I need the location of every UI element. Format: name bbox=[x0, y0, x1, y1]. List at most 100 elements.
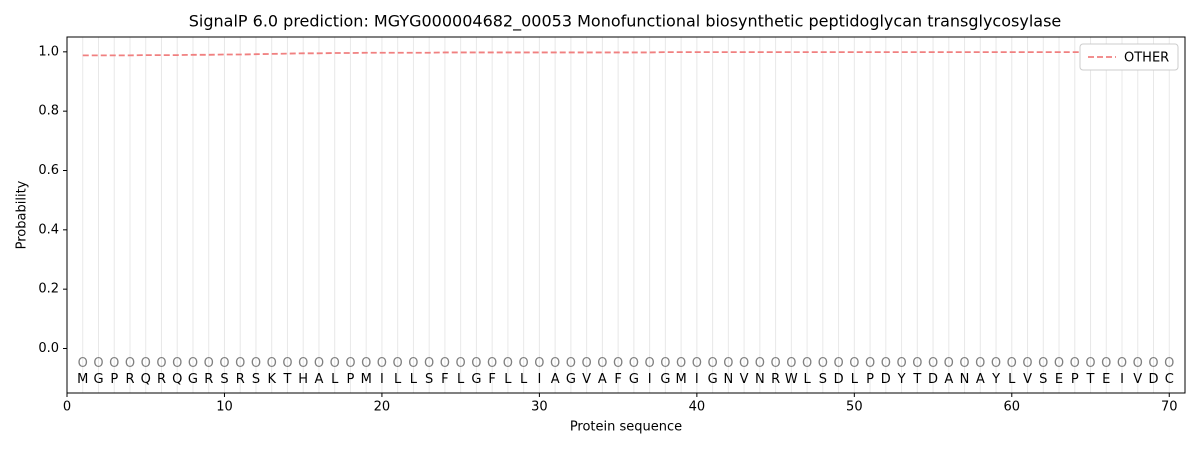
prediction-label: O bbox=[1085, 356, 1095, 371]
residue-label: I bbox=[537, 372, 541, 387]
residue-label: V bbox=[1133, 372, 1142, 387]
residue-label: G bbox=[660, 372, 670, 387]
prediction-label: O bbox=[723, 356, 733, 371]
prediction-label: O bbox=[330, 356, 340, 371]
residue-label: A bbox=[314, 372, 323, 387]
residue-label: N bbox=[755, 372, 765, 387]
prediction-label: O bbox=[692, 356, 702, 371]
residue-label: L bbox=[504, 372, 512, 387]
prediction-label: O bbox=[975, 356, 985, 371]
residue-label: L bbox=[410, 372, 418, 387]
prediction-label: O bbox=[534, 356, 544, 371]
prediction-label: O bbox=[1101, 356, 1111, 371]
residue-label: I bbox=[1120, 372, 1124, 387]
residue-label: G bbox=[93, 372, 103, 387]
residue-label: L bbox=[457, 372, 465, 387]
prediction-label: O bbox=[156, 356, 166, 371]
prediction-label: O bbox=[660, 356, 670, 371]
residue-label: I bbox=[648, 372, 652, 387]
y-tick-label: 0.2 bbox=[38, 282, 59, 297]
y-tick-label: 0.0 bbox=[38, 341, 59, 356]
prediction-label: O bbox=[345, 356, 355, 371]
prediction-label: O bbox=[707, 356, 717, 371]
prediction-label: O bbox=[912, 356, 922, 371]
prediction-label: O bbox=[786, 356, 796, 371]
prediction-label: O bbox=[739, 356, 749, 371]
residue-label: M bbox=[77, 372, 88, 387]
prediction-label: O bbox=[251, 356, 261, 371]
prediction-label: O bbox=[1007, 356, 1017, 371]
chart-title: SignalP 6.0 prediction: MGYG000004682_00… bbox=[189, 12, 1062, 32]
x-tick-label: 40 bbox=[689, 400, 706, 415]
residue-label: Q bbox=[141, 372, 151, 387]
x-tick-label: 60 bbox=[1004, 400, 1021, 415]
residue-label: M bbox=[361, 372, 372, 387]
residue-label: V bbox=[740, 372, 749, 387]
residue-label: A bbox=[976, 372, 985, 387]
residue-label: S bbox=[252, 372, 260, 387]
prediction-label: O bbox=[896, 356, 906, 371]
residue-label: S bbox=[819, 372, 827, 387]
prediction-label: O bbox=[550, 356, 560, 371]
residue-label: M bbox=[676, 372, 687, 387]
residue-label: S bbox=[1039, 372, 1047, 387]
prediction-label: O bbox=[1022, 356, 1032, 371]
prediction-label: O bbox=[881, 356, 891, 371]
prediction-label: O bbox=[361, 356, 371, 371]
series-line bbox=[82, 51, 1170, 57]
prediction-label: O bbox=[204, 356, 214, 371]
prediction-label: O bbox=[991, 356, 1001, 371]
prediction-label: O bbox=[613, 356, 623, 371]
residue-label: P bbox=[347, 372, 355, 387]
residue-label: A bbox=[551, 372, 560, 387]
prediction-label: O bbox=[802, 356, 812, 371]
x-tick-label: 0 bbox=[63, 400, 71, 415]
y-tick-label: 1.0 bbox=[38, 44, 59, 59]
prediction-label: O bbox=[487, 356, 497, 371]
residue-label: D bbox=[881, 372, 891, 387]
residue-label: L bbox=[851, 372, 859, 387]
residue-label: G bbox=[566, 372, 576, 387]
prediction-label: O bbox=[503, 356, 513, 371]
prediction-label: O bbox=[408, 356, 418, 371]
prediction-label: O bbox=[944, 356, 954, 371]
residue-label: P bbox=[866, 372, 874, 387]
prediction-label: O bbox=[865, 356, 875, 371]
prediction-label: O bbox=[282, 356, 292, 371]
prediction-label: O bbox=[597, 356, 607, 371]
prediction-label: O bbox=[928, 356, 938, 371]
residue-label: G bbox=[629, 372, 639, 387]
prediction-label: O bbox=[770, 356, 780, 371]
prediction-label: O bbox=[1038, 356, 1048, 371]
residue-label: G bbox=[471, 372, 481, 387]
prediction-label: O bbox=[566, 356, 576, 371]
prediction-label: O bbox=[1148, 356, 1158, 371]
residue-label: S bbox=[425, 372, 433, 387]
residue-label: R bbox=[204, 372, 213, 387]
prediction-label: O bbox=[1133, 356, 1143, 371]
residue-label: R bbox=[157, 372, 166, 387]
prediction-label: O bbox=[424, 356, 434, 371]
residue-label: N bbox=[960, 372, 970, 387]
residue-label: C bbox=[1165, 372, 1174, 387]
residue-label: T bbox=[912, 372, 921, 387]
prediction-label: O bbox=[471, 356, 481, 371]
prediction-label: O bbox=[219, 356, 229, 371]
residue-label: V bbox=[582, 372, 591, 387]
residue-label: E bbox=[1102, 372, 1110, 387]
prediction-label: O bbox=[267, 356, 277, 371]
prediction-label: O bbox=[676, 356, 686, 371]
residue-label: L bbox=[394, 372, 402, 387]
prediction-label: O bbox=[109, 356, 119, 371]
y-tick-label: 0.4 bbox=[38, 222, 59, 237]
prediction-label: O bbox=[314, 356, 324, 371]
residue-label: F bbox=[488, 372, 495, 387]
x-tick-label: 10 bbox=[216, 400, 233, 415]
prediction-label: O bbox=[582, 356, 592, 371]
residue-label: Q bbox=[172, 372, 182, 387]
residue-label: H bbox=[298, 372, 308, 387]
residue-label: L bbox=[1008, 372, 1016, 387]
residue-label: L bbox=[803, 372, 811, 387]
prediction-label: O bbox=[93, 356, 103, 371]
